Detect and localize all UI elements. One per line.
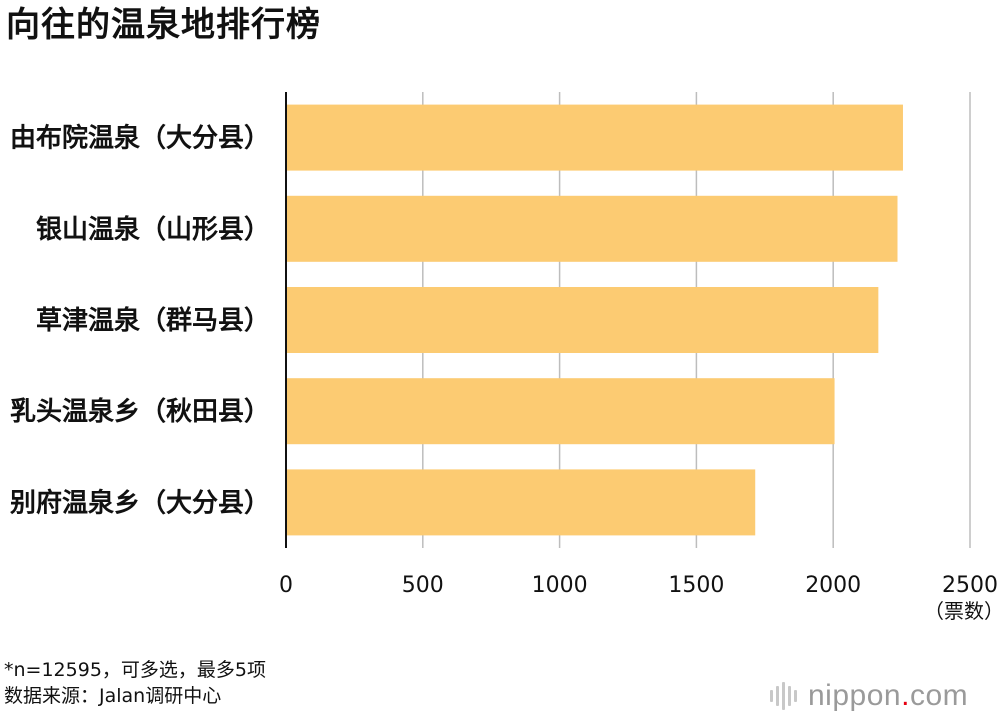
category-label: 草津温泉（群马县） xyxy=(36,305,270,336)
bars xyxy=(286,104,903,536)
x-tick-labels: 0 500 1000 1500 2000 2500 xyxy=(279,573,998,598)
x-tick-label: 1500 xyxy=(668,573,724,598)
category-label: 乳头温泉乡（秋田县） xyxy=(10,396,270,427)
x-tick-label: 500 xyxy=(402,573,444,598)
bar xyxy=(286,104,903,171)
category-label: 银山温泉（山形县） xyxy=(36,214,270,245)
category-labels: 由布院温泉（大分县） 银山温泉（山形县） 草津温泉（群马县） 乳头温泉乡（秋田县） 别府… xyxy=(9,123,270,519)
x-tick-label: 2000 xyxy=(805,573,861,598)
nippon-logo: nippon.com xyxy=(770,676,968,716)
x-tick-label: 0 xyxy=(279,573,293,598)
category-label: 别府温泉乡（大分县） xyxy=(9,487,270,518)
bar-chart: 由布院温泉（大分县） 银山温泉（山形县） 草津温泉（群马县） 乳头温泉乡（秋田县） 别府… xyxy=(9,92,1000,623)
nippon-logo-icon xyxy=(770,682,800,710)
footnote: *n=12595，可多选，最多5项 数据来源：Jalan调研中心 xyxy=(4,657,266,709)
bar xyxy=(286,469,756,536)
x-tick-label: 2500 xyxy=(942,573,998,598)
x-tick-label: 1000 xyxy=(532,573,588,598)
bar xyxy=(286,378,835,445)
footnote-source: 数据来源：Jalan调研中心 xyxy=(4,685,222,707)
footnote-sample-size: *n=12595，可多选，最多5项 xyxy=(4,659,266,681)
chart-title: 向往的温泉地排行榜 xyxy=(6,5,321,45)
logo-wordmark: nippon.com xyxy=(808,679,969,712)
bar xyxy=(286,287,879,353)
category-label: 由布院温泉（大分县） xyxy=(10,123,270,154)
bar xyxy=(286,195,898,262)
x-axis-unit-label: （票数） xyxy=(924,599,1000,623)
